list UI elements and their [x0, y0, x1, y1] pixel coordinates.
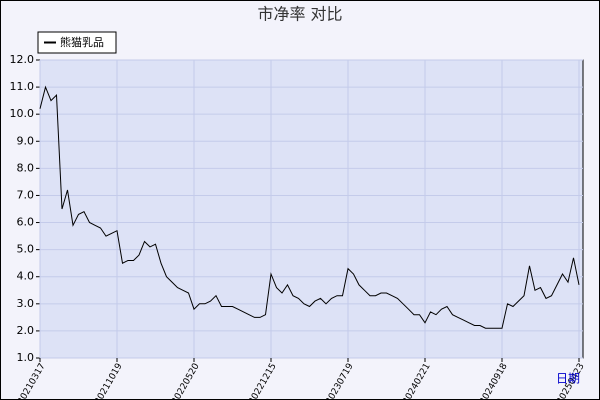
y-tick-label: 4.0	[17, 270, 35, 283]
y-tick-label: 9.0	[17, 134, 35, 147]
line	[39, 85, 580, 329]
y-tick-label: 5.0	[17, 243, 35, 256]
y-tick-label: 8.0	[17, 161, 35, 174]
plot-area	[39, 59, 584, 359]
y-tick-label: 10.0	[10, 107, 35, 120]
y-tick-label: 11.0	[10, 80, 35, 93]
legend-label: 熊猫乳品	[60, 35, 104, 49]
chart-title: 市净率 对比	[257, 5, 342, 24]
y-tick-label: 1.0	[17, 351, 35, 364]
y-tick-label: 12.0	[10, 53, 35, 66]
y-tick-label: 7.0	[17, 188, 35, 201]
x-axis-label: 日期	[556, 372, 580, 386]
legend	[37, 31, 117, 54]
y-tick-label: 2.0	[17, 324, 35, 337]
y-tick-label: 3.0	[17, 297, 35, 310]
y-tick-label: 6.0	[17, 216, 35, 229]
